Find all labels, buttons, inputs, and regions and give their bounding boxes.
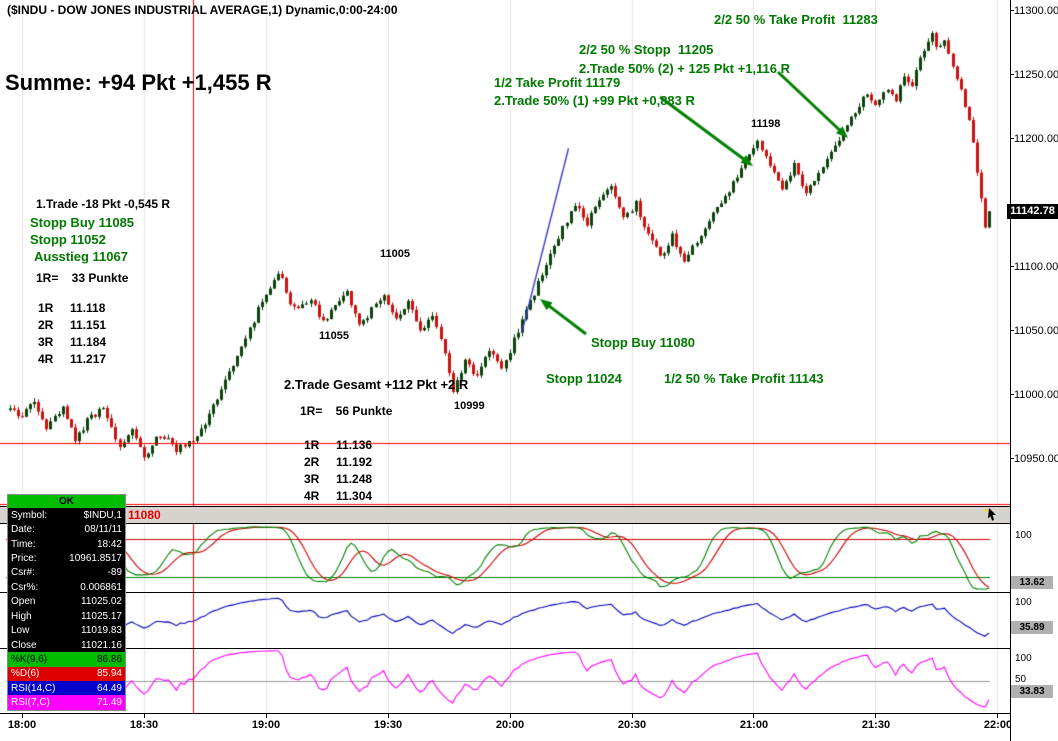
pane-divider xyxy=(0,592,1010,593)
rsi7-scale-100: 100 xyxy=(1015,653,1032,664)
note-stopp: Stopp 11024 xyxy=(546,371,622,386)
data-window-row: Date: 08/11/11 xyxy=(11,524,122,536)
price-axis-label: 11000.00 xyxy=(1014,389,1058,401)
trade2-r2: 2R 11.192 xyxy=(304,455,373,469)
trade1-stopp-buy: Stopp Buy 11085 xyxy=(30,215,135,230)
time-axis-label: 18:00 xyxy=(7,719,37,731)
note-trade2-part1: 2.Trade 50% (1) +99 Pkt +0,883 R xyxy=(494,93,695,108)
time-axis-tick xyxy=(753,713,754,718)
price-axis-label: 10950.00 xyxy=(1014,453,1058,465)
stochastic-panel-canvas[interactable] xyxy=(0,524,1010,592)
price-axis-tick xyxy=(1010,266,1014,267)
note-takeprofit-half-50: 1/2 50 % Take Profit 11143 xyxy=(664,371,824,386)
time-axis-label: 19:00 xyxy=(251,719,281,731)
trade2-r-definition: 1R= 56 Punkte xyxy=(300,404,393,418)
trade1-ausstieg: Ausstieg 11067 xyxy=(34,249,128,264)
data-window-row-rsi14: RSI(14,C) 64.49 xyxy=(8,681,125,696)
data-window-row: Price: 10961.8517 xyxy=(11,552,122,564)
price-axis-label: 11200.00 xyxy=(1014,133,1058,145)
trade1-r2: 2R 11.151 xyxy=(38,318,107,332)
price-mark-10999: 10999 xyxy=(454,400,485,412)
price-axis-tick xyxy=(1010,10,1014,11)
pane-divider xyxy=(0,506,1010,507)
rsi14-panel-canvas[interactable] xyxy=(0,592,1010,648)
stop-line-price-label: 11080 xyxy=(128,508,161,522)
price-axis-label: 11300.00 xyxy=(1014,5,1058,17)
price-axis-tick xyxy=(1010,330,1014,331)
time-axis-tick xyxy=(22,713,23,718)
data-window-row: Csr#: -89 xyxy=(11,567,122,579)
rsi14-value-badge: 35.89 xyxy=(1011,621,1053,634)
rsi7-value-badge: 33.83 xyxy=(1011,685,1053,698)
note-takeprofit-22: 2/2 50 % Take Profit 11283 xyxy=(714,12,878,27)
chart-title: ($INDU - DOW JONES INDUSTRIAL AVERAGE,1)… xyxy=(7,3,398,17)
rsi7-panel-canvas[interactable] xyxy=(0,648,1010,713)
stochastic-scale-100: 100 xyxy=(1015,530,1032,541)
time-axis-label: 21:30 xyxy=(861,719,891,731)
time-axis-label: 20:00 xyxy=(495,719,525,731)
trade1-r-definition: 1R= 33 Punkte xyxy=(36,271,129,285)
data-window-row: Symbol: $INDU,1 xyxy=(11,509,122,521)
stochastic-value-badge: 13.62 xyxy=(1011,576,1053,589)
time-axis-label: 21:00 xyxy=(739,719,769,731)
last-price-badge: 11142.78 xyxy=(1007,204,1058,219)
trade2-result: 2.Trade Gesamt +112 Pkt +2 R xyxy=(284,377,469,392)
time-axis-tick xyxy=(875,713,876,718)
price-axis-tick xyxy=(1010,74,1014,75)
time-axis-tick xyxy=(997,713,998,718)
price-axis-label: 11250.00 xyxy=(1014,69,1058,81)
data-window-row: Time: 18:42 xyxy=(11,538,122,550)
data-window-row: Low 11019.83 xyxy=(11,625,122,637)
pane-divider xyxy=(0,648,1010,649)
time-axis-label: 22:00 xyxy=(983,719,1013,731)
note-takeprofit-half: 1/2 Take Profit 11179 xyxy=(494,75,621,90)
time-axis-tick xyxy=(144,713,145,718)
data-window-row-rsi7: RSI(7,C) 71.49 xyxy=(8,695,125,710)
price-axis[interactable] xyxy=(1010,0,1058,741)
data-window-row: High 11025.17 xyxy=(11,610,122,622)
data-window-row: Csr%: 0.006861 xyxy=(11,581,122,593)
trade1-r3: 3R 11.184 xyxy=(38,335,107,349)
time-axis[interactable] xyxy=(0,713,1058,741)
time-axis-label: 18:30 xyxy=(129,719,159,731)
trade1-r1: 1R 11.118 xyxy=(38,301,106,315)
note-trade2-part2: 2.Trade 50% (2) + 125 Pkt +1,116 R xyxy=(579,61,791,76)
data-window[interactable]: OK Symbol: $INDU,1 Date: 08/11/11 Time: 18:… xyxy=(7,494,126,711)
trade2-r3: 3R 11.248 xyxy=(304,472,373,486)
pane-divider xyxy=(0,523,1010,524)
time-axis-label: 19:30 xyxy=(373,719,403,731)
trade2-r1: 1R 11.136 xyxy=(304,438,373,452)
status-bar[interactable] xyxy=(0,507,1010,523)
trade1-r4: 4R 11.217 xyxy=(38,352,107,366)
time-axis-tick xyxy=(510,713,511,718)
trade1-stopp: Stopp 11052 xyxy=(30,232,106,247)
note-stopp-buy: Stopp Buy 11080 xyxy=(591,335,696,350)
time-axis-label: 20:30 xyxy=(617,719,647,731)
data-window-row-stoch-d: %D(6) 85.94 xyxy=(8,666,125,682)
time-axis-tick xyxy=(388,713,389,718)
price-mark-11005: 11005 xyxy=(380,248,410,260)
data-window-row: Close 11021.16 xyxy=(11,639,122,651)
price-mark-11198: 11198 xyxy=(751,118,781,130)
trade2-r4: 4R 11.304 xyxy=(304,489,373,503)
rsi14-scale-100: 100 xyxy=(1015,597,1032,608)
data-window-row: Open 11025.02 xyxy=(11,596,122,608)
price-axis-label: 11050.00 xyxy=(1014,325,1058,337)
data-window-row-stoch-k: %K(9,6) 86.86 xyxy=(8,652,125,667)
price-axis-label: 11100.00 xyxy=(1014,261,1058,273)
pointer-tool-icon[interactable] xyxy=(983,508,1001,522)
note-stopp-22: 2/2 50 % Stopp 11205 xyxy=(579,42,714,57)
rsi7-scale-50: 50 xyxy=(1015,674,1027,685)
summary-total: Summe: +94 Pkt +1,455 R xyxy=(5,70,272,95)
time-axis-tick xyxy=(266,713,267,718)
price-chart-canvas[interactable] xyxy=(0,0,1010,507)
price-axis-tick xyxy=(1010,394,1014,395)
price-axis-tick xyxy=(1010,138,1014,139)
trade1-result: 1.Trade -18 Pkt -0,545 R xyxy=(36,197,171,211)
price-mark-11055: 11055 xyxy=(319,330,349,342)
data-window-header[interactable]: OK xyxy=(8,495,125,508)
time-axis-tick xyxy=(632,713,633,718)
price-axis-tick xyxy=(1010,458,1014,459)
